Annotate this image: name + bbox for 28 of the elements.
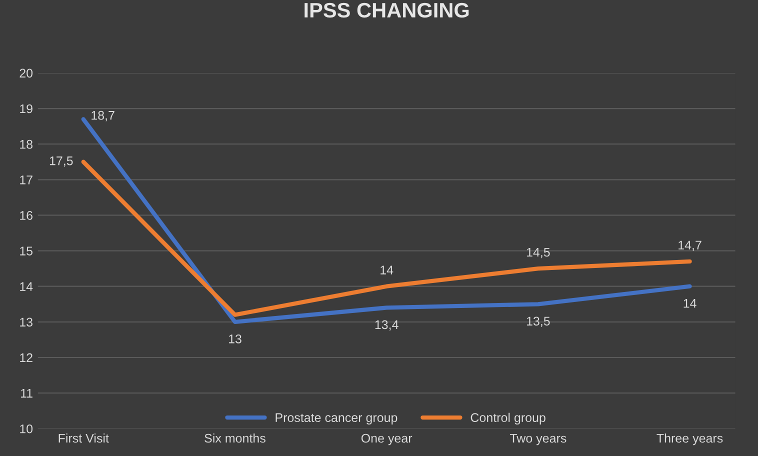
data-label: 14 bbox=[684, 299, 696, 308]
x-tick-label: Three years bbox=[656, 434, 723, 446]
data-label: 17,5 bbox=[50, 156, 73, 167]
y-tick-label: 13 bbox=[20, 318, 32, 327]
x-tick-label: Two years bbox=[510, 434, 566, 446]
data-label: 13,5 bbox=[526, 316, 550, 328]
y-tick-label: 15 bbox=[20, 246, 33, 256]
chart-title: IPSS CHANGING bbox=[304, 2, 469, 18]
y-tick-label: 20 bbox=[20, 68, 33, 78]
y-tick-label: 17 bbox=[20, 176, 32, 184]
y-tick-label: 14 bbox=[20, 282, 33, 291]
x-tick-label: Six months bbox=[204, 434, 266, 443]
y-tick-label: 16 bbox=[20, 211, 32, 220]
y-tick-label: 11 bbox=[21, 389, 32, 398]
data-label: 13,4 bbox=[375, 320, 398, 331]
data-label: 18,7 bbox=[92, 110, 114, 122]
y-tick-label: 10 bbox=[20, 424, 33, 434]
legend-label: Control group bbox=[470, 412, 546, 425]
y-tick-label: 12 bbox=[20, 353, 32, 362]
legend-label: Prostate cancer group bbox=[276, 413, 398, 425]
data-label: 14 bbox=[380, 266, 394, 274]
y-tick-label: 18 bbox=[20, 140, 32, 149]
x-tick-label: First Visit bbox=[58, 434, 109, 443]
data-label: 14,5 bbox=[526, 248, 550, 258]
data-label: 14,7 bbox=[678, 240, 702, 252]
data-label: 13 bbox=[228, 334, 242, 344]
y-tick-label: 19 bbox=[20, 104, 32, 114]
x-tick-label: One year bbox=[361, 434, 412, 446]
